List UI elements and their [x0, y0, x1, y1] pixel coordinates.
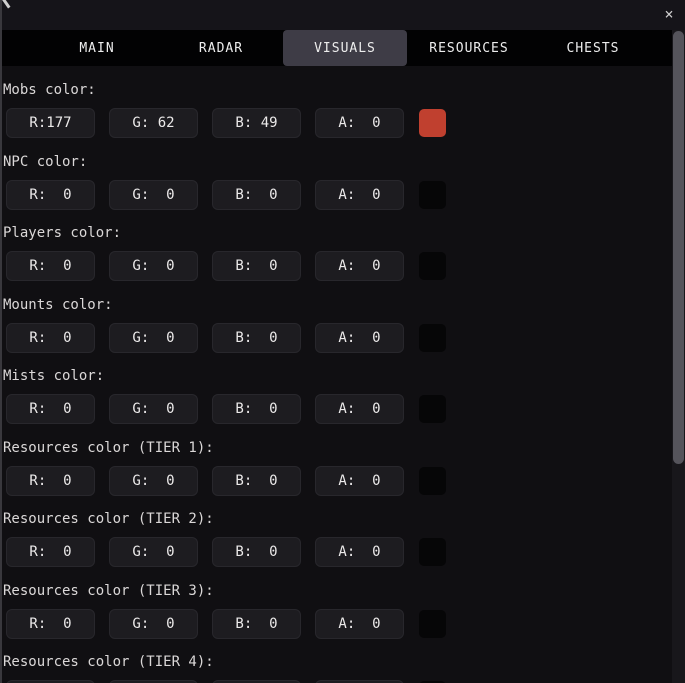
visuals-panel: Mobs color: R:177 G: 62 B: 49 A: 0 NPC c…: [2, 66, 685, 683]
color-swatch: [419, 323, 446, 352]
titlebar: ×: [2, 0, 685, 30]
cursor-artifact: [2, 0, 11, 9]
b-input[interactable]: B: 0: [212, 322, 301, 353]
g-input[interactable]: G: 62: [109, 108, 198, 138]
color-fields-row: R: 0 G: 0 B: 0 A: 0: [6, 465, 685, 496]
color-section: NPC color: R: 0 G: 0 B: 0 A: 0: [3, 153, 685, 210]
color-swatch: [419, 180, 446, 209]
tab-visuals[interactable]: VISUALS: [283, 30, 407, 66]
color-section-label: Mounts color:: [3, 296, 113, 313]
g-input[interactable]: G: 0: [109, 537, 198, 567]
color-swatch: [419, 681, 446, 683]
color-fields-row: R: 0 G: 0 B: 0 A: 0: [6, 179, 685, 210]
a-input[interactable]: A: 0: [315, 179, 404, 210]
g-input[interactable]: G: 0: [109, 394, 198, 424]
a-input[interactable]: A: 0: [315, 608, 404, 639]
b-input[interactable]: B: 49: [212, 108, 301, 138]
a-input[interactable]: A: 0: [315, 322, 404, 353]
r-input[interactable]: R: 0: [6, 322, 95, 353]
b-input[interactable]: B: 0: [212, 179, 301, 210]
color-swatch: [419, 109, 446, 137]
r-input[interactable]: R: 0: [6, 608, 95, 639]
g-input[interactable]: G: 0: [109, 251, 198, 281]
color-section-label: Resources color (TIER 3):: [3, 582, 214, 599]
b-input[interactable]: B: 0: [212, 394, 301, 424]
g-input[interactable]: G: 0: [109, 608, 198, 639]
scrollbar-track[interactable]: [672, 30, 685, 683]
color-section-label: Resources color (TIER 1):: [3, 439, 214, 456]
tab-list: MAIN RADAR VISUALS RESOURCES CHESTS: [35, 30, 655, 66]
color-swatch: [419, 466, 446, 495]
a-input[interactable]: A: 0: [315, 465, 404, 496]
r-input[interactable]: R:177: [6, 108, 95, 138]
tab-chests[interactable]: CHESTS: [566, 40, 620, 56]
color-fields-row: R: 0 G: 0 B: 0 A: 0: [6, 394, 685, 424]
color-swatch: [419, 395, 446, 423]
r-input[interactable]: R: 0: [6, 465, 95, 496]
b-input[interactable]: B: 0: [212, 251, 301, 281]
color-section: Resources color (TIER 2): R: 0 G: 0 B: 0…: [3, 511, 685, 567]
color-fields-row: R: 0 G: 0 B: 0 A: 0: [6, 537, 685, 567]
color-fields-row: R:177 G: 62 B: 49 A: 0: [6, 108, 685, 138]
b-input[interactable]: B: 0: [212, 537, 301, 567]
color-section: Players color: R: 0 G: 0 B: 0 A: 0: [3, 225, 685, 281]
g-input[interactable]: G: 0: [109, 322, 198, 353]
r-input[interactable]: R: 0: [6, 394, 95, 424]
color-swatch: [419, 538, 446, 566]
b-input[interactable]: B: 0: [212, 465, 301, 496]
color-section: Mounts color: R: 0 G: 0 B: 0 A: 0: [3, 296, 685, 353]
b-input[interactable]: B: 0: [212, 608, 301, 639]
r-input[interactable]: R: 0: [6, 537, 95, 567]
color-fields-row: R: 0 G: 0 B: 0 A: 0: [6, 680, 685, 683]
tab-resources[interactable]: RESOURCES: [429, 40, 509, 56]
color-section-label: Mobs color:: [3, 82, 96, 98]
tab-main[interactable]: MAIN: [79, 40, 115, 56]
color-section-label: Players color:: [3, 225, 122, 241]
g-input[interactable]: G: 0: [109, 465, 198, 496]
color-section: Mobs color: R:177 G: 62 B: 49 A: 0: [3, 82, 685, 138]
color-swatch: [419, 252, 446, 280]
color-section: Resources color (TIER 4): R: 0 G: 0 B: 0…: [3, 654, 685, 683]
scrollbar-thumb[interactable]: [673, 31, 684, 464]
r-input[interactable]: R: 0: [6, 251, 95, 281]
close-button[interactable]: ×: [658, 3, 680, 25]
a-input[interactable]: A: 0: [315, 537, 404, 567]
r-input[interactable]: R: 0: [6, 179, 95, 210]
color-section-label: Resources color (TIER 2):: [3, 511, 214, 527]
color-section-label: Resources color (TIER 4):: [3, 654, 214, 670]
color-fields-row: R: 0 G: 0 B: 0 A: 0: [6, 251, 685, 281]
a-input[interactable]: A: 0: [315, 108, 404, 138]
tab-bar: MAIN RADAR VISUALS RESOURCES CHESTS: [2, 30, 685, 66]
tab-radar[interactable]: RADAR: [198, 40, 244, 56]
a-input[interactable]: A: 0: [315, 251, 404, 281]
color-section: Resources color (TIER 3): R: 0 G: 0 B: 0…: [3, 582, 685, 639]
a-input[interactable]: A: 0: [315, 394, 404, 424]
color-section-label: NPC color:: [3, 153, 88, 170]
color-section-label: Mists color:: [3, 368, 105, 384]
color-fields-row: R: 0 G: 0 B: 0 A: 0: [6, 322, 685, 353]
g-input[interactable]: G: 0: [109, 179, 198, 210]
color-section: Mists color: R: 0 G: 0 B: 0 A: 0: [3, 368, 685, 424]
color-fields-row: R: 0 G: 0 B: 0 A: 0: [6, 608, 685, 639]
color-swatch: [419, 609, 446, 638]
color-section: Resources color (TIER 1): R: 0 G: 0 B: 0…: [3, 439, 685, 496]
